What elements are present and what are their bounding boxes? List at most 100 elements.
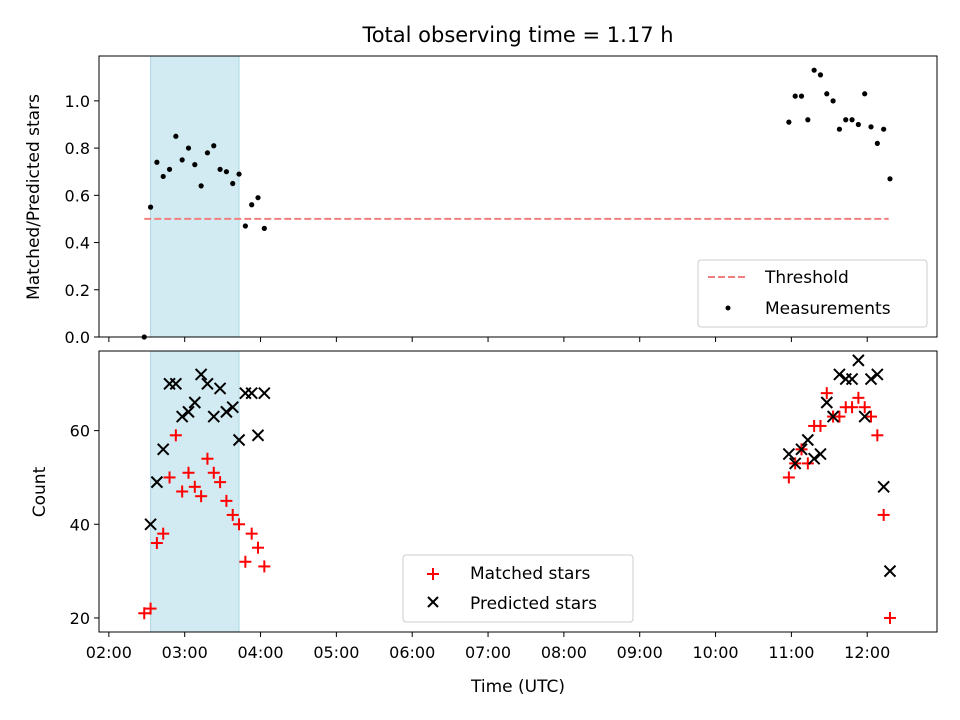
matched-star-point	[801, 457, 814, 470]
matched-star-point	[820, 387, 833, 400]
predicted-star-point	[258, 386, 271, 400]
matched-star-point	[214, 476, 227, 489]
predicted-star-point	[852, 354, 865, 367]
x-tick-label: 04:00	[237, 643, 283, 662]
matched-star-point	[226, 508, 239, 521]
measurement-point	[843, 117, 849, 123]
measurement-point	[160, 173, 166, 180]
matched-star-point	[182, 466, 195, 479]
measurement-point	[868, 124, 874, 130]
measurement-point	[836, 126, 843, 132]
matched-star-point	[220, 494, 233, 507]
matched-star-point	[163, 471, 176, 484]
measurement-point	[154, 159, 160, 165]
matched-star-point	[833, 410, 846, 423]
predicted-star-point	[201, 377, 214, 390]
bottom-y-tick-label: 60	[70, 422, 90, 441]
measurement-point	[255, 195, 261, 201]
predicted-star-point	[251, 429, 265, 442]
matched-star-point	[252, 541, 265, 554]
predicted-star-point	[175, 410, 189, 423]
matched-star-point	[846, 401, 859, 414]
predicted-star-point	[871, 368, 884, 381]
measurement-point	[798, 93, 805, 99]
measurement-point	[198, 183, 204, 189]
measurement-point	[236, 171, 242, 177]
matched-star-point	[871, 429, 884, 442]
measurement-point	[817, 72, 824, 78]
measurement-point	[855, 121, 861, 128]
matched-star-point	[245, 527, 258, 540]
matched-star-point	[150, 537, 163, 550]
predicted-star-point	[858, 410, 871, 423]
measurement-point	[179, 157, 185, 163]
matched-star-point	[138, 607, 151, 620]
predicted-star-point	[220, 405, 233, 419]
x-tick-label: 09:00	[617, 643, 663, 662]
legend-measurements-label: Measurements	[765, 299, 891, 319]
measurement-point	[204, 150, 211, 156]
predicted-star-point	[150, 475, 164, 489]
matched-star-point	[201, 452, 214, 465]
top-y-tick-label: 0.8	[65, 139, 90, 158]
top-panel: 0.0 0.2 0.4 0.6 0.8 1.0 Matched/Predicted sta…	[24, 55, 938, 347]
measurement-point	[217, 166, 223, 172]
bottom-y-tick-label: 40	[70, 515, 90, 534]
predicted-star-point	[245, 386, 258, 400]
x-tick-label: 03:00	[162, 643, 208, 662]
matched-star-point	[782, 471, 795, 484]
predicted-star-point	[820, 396, 833, 409]
predicted-star-point	[864, 372, 878, 386]
measurement-point	[830, 98, 836, 104]
top-y-axis-label: Matched/Predicted stars	[24, 94, 44, 300]
legend-matched-swatch	[427, 568, 439, 580]
predicted-star-point	[833, 368, 846, 381]
top-legend-box	[697, 259, 928, 328]
matched-star-point	[877, 508, 890, 521]
measurement-point	[887, 176, 893, 182]
measurement-point	[242, 223, 248, 229]
matched-star-point	[188, 480, 201, 493]
top-y-tick-label: 1.0	[65, 92, 90, 111]
measurement-point	[192, 162, 198, 168]
measurement-point	[173, 133, 179, 139]
measurement-point	[792, 93, 798, 99]
top-shaded-span	[150, 55, 240, 338]
measurement-point	[881, 126, 887, 132]
measurement-point	[185, 145, 192, 151]
matched-star-point	[144, 602, 157, 615]
predicted-star-point	[213, 382, 227, 395]
x-tick-label: 12:00	[844, 643, 890, 662]
measurement-point	[874, 140, 880, 146]
top-plot-frame	[98, 55, 938, 338]
matched-star-point	[169, 429, 182, 442]
predicted-star-point	[188, 396, 202, 409]
measurement-point	[261, 225, 267, 231]
legend-predicted-swatch	[427, 596, 439, 608]
measurement-point	[805, 117, 811, 123]
measurement-point	[147, 204, 154, 210]
predicted-star-point	[877, 480, 890, 494]
predicted-star-point	[782, 447, 796, 461]
matched-star-point	[883, 611, 896, 624]
predicted-star-point	[207, 410, 220, 423]
bottom-plot-frame	[98, 350, 938, 633]
x-tick-label: 02:00	[86, 643, 132, 662]
matched-star-point	[858, 401, 871, 414]
predicted-star-point	[169, 377, 183, 390]
bottom-y-tick-label: 20	[70, 609, 90, 628]
legend-matched-label: Matched stars	[470, 564, 590, 584]
top-y-tick-label: 0.6	[65, 186, 90, 205]
predicted-star-point	[194, 368, 208, 381]
predicted-star-point	[788, 457, 802, 470]
matched-star-point	[258, 560, 271, 573]
predicted-star-point	[226, 400, 239, 414]
top-legend: Threshold Measurements	[697, 259, 928, 328]
predicted-star-point	[232, 433, 246, 447]
measurement-point	[849, 117, 855, 123]
measurement-point	[166, 166, 173, 172]
bottom-panel: 20 40 60 02:00 03:00 04:00 05:00 06:00 07:00 08:…	[30, 350, 938, 697]
matched-star-point	[195, 490, 208, 503]
predicted-star-point	[814, 447, 827, 461]
